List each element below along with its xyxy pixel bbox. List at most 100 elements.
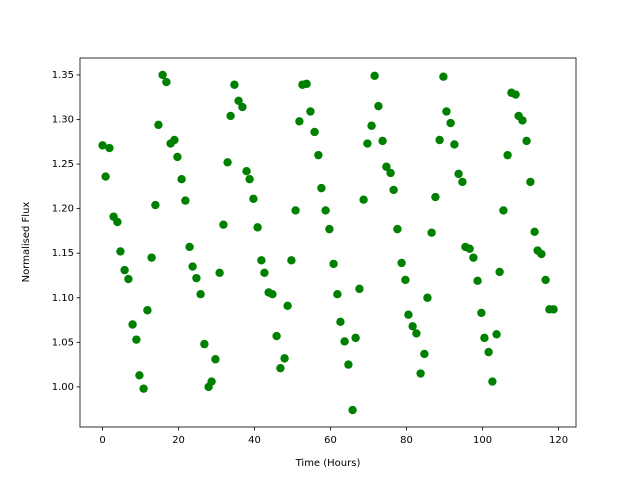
point <box>200 339 209 349</box>
point <box>280 354 289 363</box>
point <box>526 177 535 187</box>
point <box>181 196 190 205</box>
point <box>260 268 269 278</box>
point <box>431 192 440 202</box>
point <box>230 80 239 89</box>
point <box>105 143 114 153</box>
point <box>397 258 406 268</box>
plot-frame <box>79 57 577 428</box>
point <box>386 168 395 178</box>
x-tick-label: 80 <box>400 435 413 446</box>
point <box>435 135 444 145</box>
point <box>329 259 338 269</box>
point <box>207 377 216 386</box>
y-tick-label: 1.15 <box>52 248 74 259</box>
point <box>446 118 455 128</box>
point <box>272 331 281 341</box>
point <box>223 158 232 167</box>
point <box>242 166 251 176</box>
point <box>355 284 364 294</box>
x-tick-label: 20 <box>172 435 185 446</box>
point <box>257 256 266 265</box>
point <box>495 267 504 277</box>
point <box>480 333 489 343</box>
point <box>268 289 277 299</box>
x-tick-label: 0 <box>99 435 105 446</box>
point <box>158 70 167 80</box>
point <box>423 293 432 302</box>
point <box>469 253 478 262</box>
point <box>518 116 527 125</box>
point <box>442 107 451 116</box>
point <box>336 317 345 327</box>
point <box>382 162 391 171</box>
y-tick-label: 1.00 <box>52 382 74 393</box>
point <box>541 275 550 285</box>
point <box>185 242 194 252</box>
point <box>393 224 402 234</box>
point <box>310 127 319 137</box>
point <box>412 329 421 338</box>
point <box>499 206 508 215</box>
point <box>488 377 497 386</box>
point <box>98 141 107 150</box>
point <box>283 301 292 310</box>
point <box>477 308 486 318</box>
point <box>253 223 262 232</box>
point <box>154 120 163 130</box>
point <box>420 349 429 359</box>
point <box>325 224 334 234</box>
point <box>530 227 539 237</box>
point <box>549 305 558 314</box>
point <box>162 77 171 87</box>
point <box>333 289 342 299</box>
point <box>291 206 300 215</box>
point <box>306 107 315 116</box>
point <box>522 136 531 146</box>
point <box>245 175 254 184</box>
y-tick-label: 1.30 <box>52 115 74 126</box>
point <box>120 265 129 275</box>
point <box>537 249 546 259</box>
x-tick-label: 40 <box>248 435 261 446</box>
x-tick-label: 100 <box>473 435 492 446</box>
point <box>226 111 235 121</box>
point <box>511 90 520 99</box>
y-tick-label: 1.05 <box>52 337 74 348</box>
point <box>170 135 179 145</box>
point <box>249 194 258 204</box>
point <box>151 200 160 210</box>
point <box>314 150 323 160</box>
y-tick-label: 1.35 <box>52 70 74 81</box>
point <box>359 195 368 204</box>
point <box>344 360 353 369</box>
point <box>473 276 482 286</box>
point <box>287 256 296 265</box>
point <box>378 136 387 146</box>
point <box>317 183 326 193</box>
point <box>135 371 144 380</box>
x-axis-label: Time (Hours) <box>295 458 361 469</box>
point <box>128 320 137 329</box>
point <box>238 102 247 112</box>
point <box>340 337 349 346</box>
y-tick-label: 1.25 <box>52 159 74 170</box>
point <box>101 172 110 181</box>
x-tick-label: 120 <box>549 435 568 446</box>
y-tick-label: 1.20 <box>52 204 74 215</box>
point <box>188 262 197 271</box>
y-tick-label: 1.10 <box>52 293 74 304</box>
point <box>124 274 133 284</box>
point <box>458 177 467 187</box>
point <box>401 275 410 285</box>
point <box>363 139 372 148</box>
y-axis-label: Normalised Flux <box>21 202 32 283</box>
point <box>492 330 501 339</box>
point <box>143 306 152 315</box>
point <box>132 335 141 344</box>
point <box>484 347 493 357</box>
point <box>211 355 220 364</box>
point <box>302 79 311 89</box>
point <box>173 152 182 162</box>
